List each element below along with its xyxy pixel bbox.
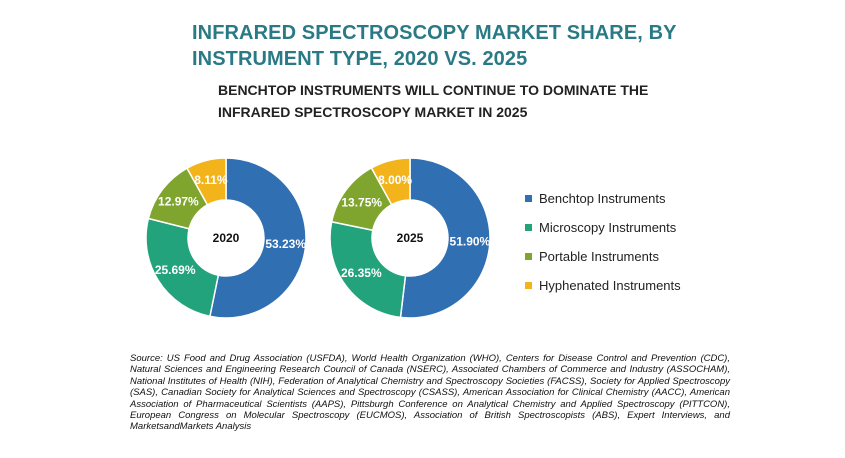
slice-label-microscopy-2025: 26.35%	[341, 266, 382, 280]
donut-chart-2025: 51.90% 26.35% 13.75% 8.00% 2025	[329, 157, 491, 319]
slice-benchtop-2025	[399, 157, 491, 319]
slice-label-benchtop-2020: 53.23%	[265, 237, 306, 251]
donut-center-label-2025: 2025	[397, 231, 424, 245]
legend-item-portable: Portable Instruments	[525, 242, 681, 271]
slice-label-portable-2020: 12.97%	[158, 195, 199, 209]
slice-hyphenated-2025	[370, 157, 411, 206]
slice-label-benchtop-2025: 51.90%	[450, 235, 491, 249]
slice-benchtop-2020	[208, 157, 307, 319]
donut-charts: 53.23% 25.69% 12.97% 8.11% 2020 51.90% 26.35% 1…	[145, 157, 491, 319]
legend-swatch-portable	[525, 253, 532, 260]
donut-center-label-2020: 2020	[213, 231, 240, 245]
legend-label-hyphenated: Hyphenated Instruments	[539, 278, 681, 293]
slice-hyphenated-2020	[185, 157, 227, 206]
legend-swatch-microscopy	[525, 224, 532, 231]
slice-microscopy-2025	[329, 220, 407, 319]
chart-title: INFRARED SPECTROSCOPY MARKET SHARE, BY I…	[192, 22, 677, 70]
legend-item-benchtop: Benchtop Instruments	[525, 184, 681, 213]
legend-item-hyphenated: Hyphenated Instruments	[525, 271, 681, 300]
chart-subtitle: BENCHTOP INSTRUMENTS WILL CONTINUE TO DO…	[218, 82, 649, 120]
legend: Benchtop Instruments Microscopy Instrume…	[525, 184, 681, 300]
donut-chart-2020: 53.23% 25.69% 12.97% 8.11% 2020	[145, 157, 307, 319]
source-note: Source: US Food and Drug Association (US…	[130, 353, 730, 433]
slice-label-microscopy-2020: 25.69%	[155, 263, 196, 277]
legend-item-microscopy: Microscopy Instruments	[525, 213, 681, 242]
legend-label-portable: Portable Instruments	[539, 249, 659, 264]
legend-label-microscopy: Microscopy Instruments	[539, 220, 677, 235]
slice-microscopy-2020	[145, 217, 220, 318]
slice-label-portable-2025: 13.75%	[341, 195, 382, 209]
legend-swatch-benchtop	[525, 195, 532, 202]
legend-swatch-hyphenated	[525, 282, 532, 289]
slice-label-hyphenated-2025: 8.00%	[378, 173, 412, 187]
slice-label-hyphenated-2020: 8.11%	[194, 173, 228, 187]
legend-label-benchtop: Benchtop Instruments	[539, 191, 666, 206]
